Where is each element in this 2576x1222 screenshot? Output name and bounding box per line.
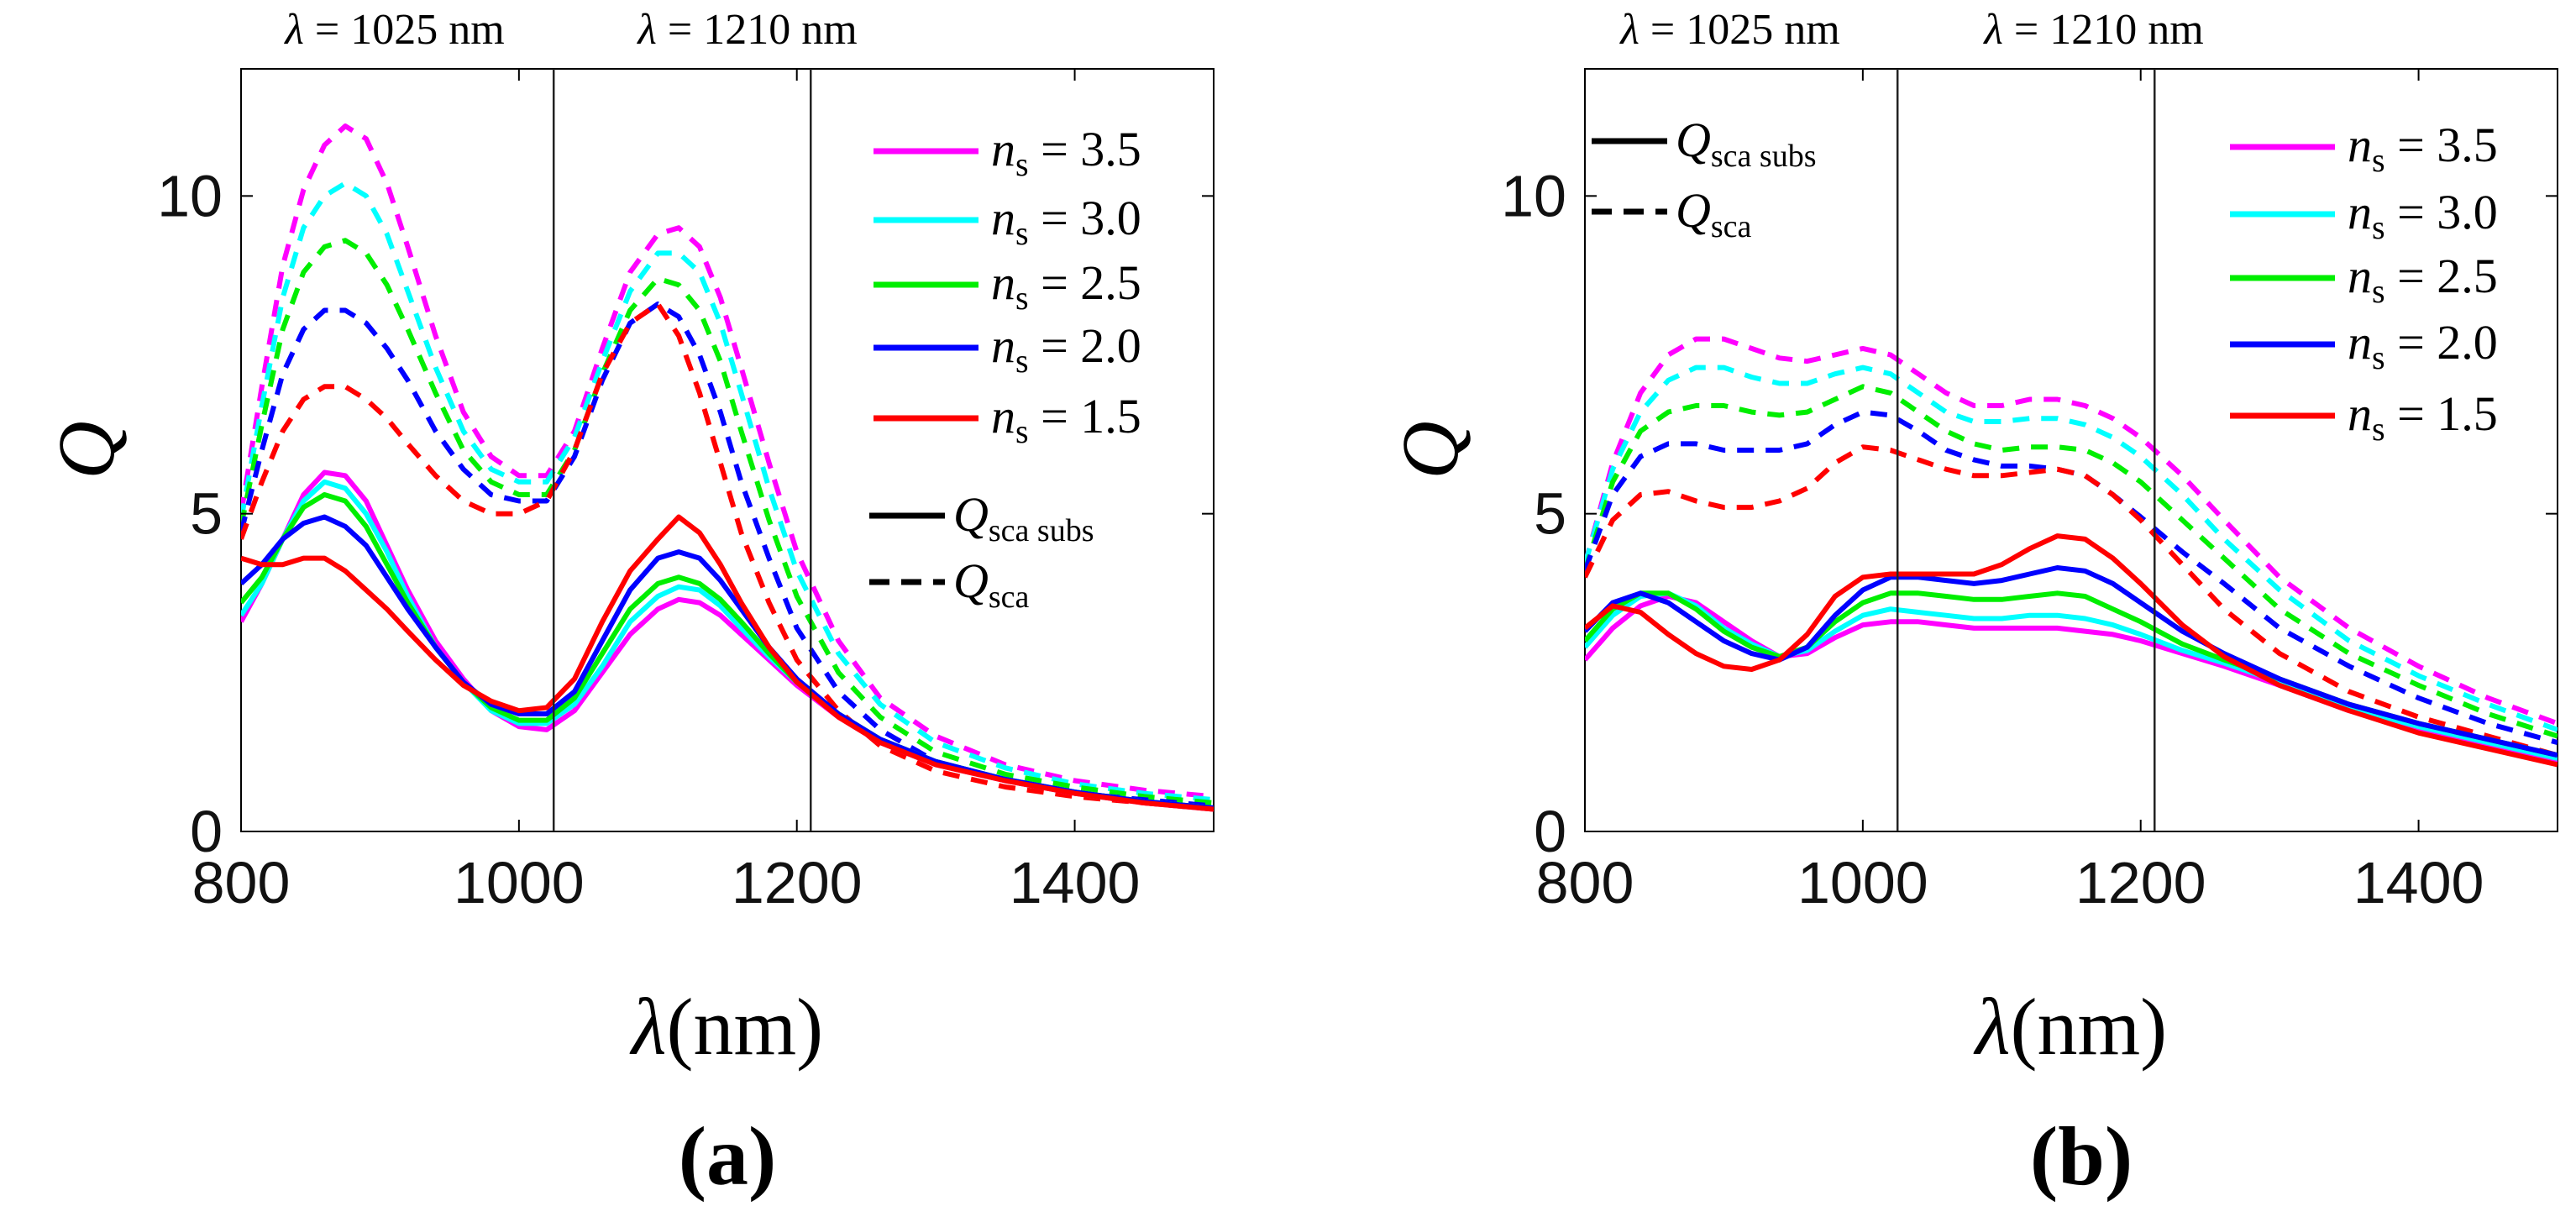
series-dashed-ns-3.5 — [241, 123, 1214, 800]
legend-entry-ns-2.5: ns = 2.5 — [991, 255, 1141, 317]
series-dashed-ns-2.0 — [1585, 409, 2558, 745]
legend-q-sca-subs: Qsca subs — [953, 487, 1094, 548]
x-tick-label: 1400 — [1010, 850, 1141, 915]
series-solid-ns-3.0 — [1585, 590, 2558, 761]
series-solid-ns-1.5 — [241, 514, 1214, 812]
legend-entry-ns-1.5: ns = 1.5 — [2348, 386, 2498, 448]
x-tick-label: 800 — [192, 850, 291, 915]
panel-label: (a) — [679, 1109, 777, 1203]
series-dashed-ns-3.5 — [1585, 336, 2558, 726]
legend: ns = 3.5ns = 3.0ns = 2.5ns = 2.0 ns = 1.5… — [1592, 113, 2498, 448]
legend-q-sca: Qsca — [953, 553, 1030, 615]
title-wavelength-1: λ = 1025 nm — [283, 6, 504, 54]
legend-entry-ns-3.0: ns = 3.0 — [991, 191, 1141, 252]
y-axis-label: Q — [1385, 421, 1475, 479]
axes-frame — [240, 68, 1215, 832]
legend-q-sca-subs: Qsca subs — [1676, 113, 1817, 174]
x-tick-label: 1200 — [2075, 850, 2206, 915]
series-group — [1585, 336, 2558, 768]
x-axis-label: λ(nm) — [629, 982, 823, 1072]
legend-entry-ns-1.5: ns = 1.5 — [991, 389, 1141, 450]
x-tick-label: 1400 — [2353, 850, 2484, 915]
x-tick-label: 800 — [1536, 850, 1634, 915]
series-dashed-ns-3.0 — [1585, 365, 2558, 732]
title-wavelength-2: λ = 1210 nm — [1982, 6, 2203, 54]
legend: ns = 3.5 ns = 3.0ns = 2.5ns = 2.0 ns = 1.5… — [869, 122, 1141, 615]
y-tick-label: 0 — [190, 799, 223, 864]
axes-frame — [1584, 68, 2558, 832]
legend-entry-ns-3.5: ns = 3.5 — [2348, 118, 2498, 179]
x-tick-label: 1000 — [454, 850, 585, 915]
series-solid-ns-2.0 — [1585, 565, 2558, 758]
x-axis-label: λ(nm) — [1973, 982, 2167, 1072]
legend-q-sca: Qsca — [1676, 183, 1752, 244]
series-dashed-ns-2.5 — [241, 238, 1214, 805]
series-dashed-ns-3.0 — [241, 181, 1214, 803]
x-tick-label: 1000 — [1797, 850, 1928, 915]
x-tick-label: 1200 — [732, 850, 863, 915]
legend-entry-ns-2.0: ns = 2.0 — [2348, 315, 2498, 376]
legend-entry-ns-2.5: ns = 2.5 — [2348, 249, 2498, 310]
series-solid-ns-1.5 — [1585, 533, 2558, 768]
panel-b: 800 1000 1200 1400 0 5 10 λ = 1025 nm λ = 1210 n… — [1385, 6, 2558, 1203]
y-tick-label: 0 — [1534, 799, 1566, 864]
title-wavelength-1: λ = 1025 nm — [1619, 6, 1839, 54]
series-solid-ns-3.5 — [1585, 594, 2558, 764]
series-group — [241, 123, 1214, 812]
series-solid-ns-2.0 — [241, 514, 1214, 810]
legend-entry-ns-3.5: ns = 3.5 — [991, 122, 1141, 183]
panel-a: 800 1000 1200 1400 0 5 10 λ = 1025 nm λ = 1210 n… — [41, 6, 1215, 1203]
title-wavelength-2: λ = 1210 nm — [636, 6, 857, 54]
y-tick-label: 5 — [190, 481, 223, 547]
legend-entry-ns-2.0: ns = 2.0 — [991, 318, 1141, 380]
series-dashed-ns-2.5 — [1585, 384, 2558, 739]
y-tick-label: 5 — [1534, 481, 1566, 547]
panel-label: (b) — [2030, 1109, 2133, 1203]
series-dashed-ns-1.5 — [1585, 444, 2558, 758]
y-axis-label: Q — [41, 421, 131, 479]
y-tick-label: 10 — [1501, 163, 1566, 228]
legend-entry-ns-3.0: ns = 3.0 — [2348, 185, 2498, 246]
y-tick-label: 10 — [157, 163, 223, 228]
